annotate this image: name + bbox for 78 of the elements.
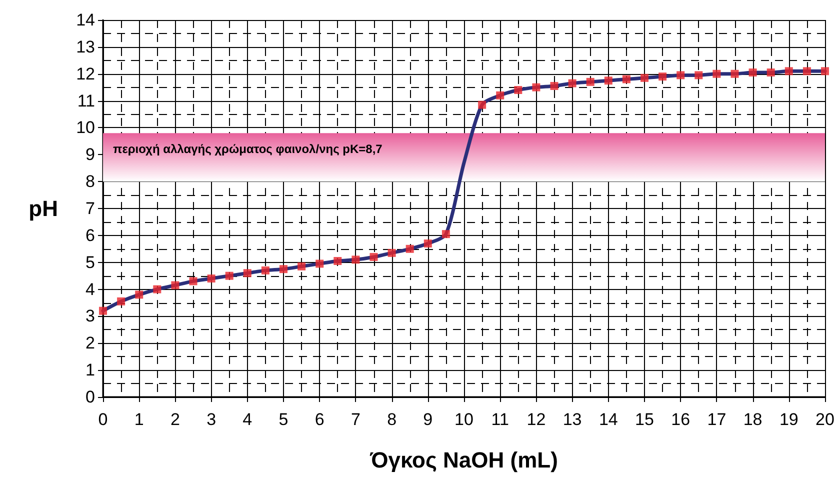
y-axis-title: pH — [28, 196, 58, 221]
y-tick-label: 13 — [76, 37, 95, 56]
point — [730, 70, 739, 78]
point — [261, 266, 270, 274]
point — [316, 260, 324, 268]
y-tick-label: 4 — [86, 280, 95, 299]
point — [135, 290, 144, 299]
x-tick-label: 17 — [707, 410, 726, 429]
y-tick-label: 0 — [86, 388, 95, 406]
point — [225, 272, 234, 280]
y-tick-label: 10 — [76, 118, 95, 138]
point — [640, 74, 648, 82]
x-tick-label: 12 — [526, 410, 546, 429]
x-tick-label: 15 — [635, 410, 654, 429]
point — [442, 230, 450, 238]
y-tick-label: 9 — [86, 145, 95, 164]
x-tick-label: 0 — [98, 410, 108, 429]
point — [117, 297, 126, 306]
x-tick-label: 1 — [134, 410, 144, 429]
point — [622, 75, 630, 84]
y-tick-label: 11 — [77, 91, 95, 110]
point — [153, 285, 162, 294]
point — [712, 70, 721, 78]
point — [694, 71, 703, 80]
x-tick-label: 9 — [423, 410, 433, 429]
point — [604, 76, 612, 85]
y-tick-label: 8 — [86, 172, 95, 192]
point — [424, 240, 432, 248]
y-tick-label: 12 — [76, 64, 95, 84]
point — [550, 82, 558, 90]
y-tick-label: 7 — [86, 199, 95, 218]
point — [821, 67, 829, 76]
x-tick-label: 13 — [562, 410, 582, 429]
point — [586, 78, 594, 86]
point — [532, 83, 540, 92]
x-tick-label: 11 — [491, 410, 509, 429]
y-tick-label: 1 — [86, 360, 95, 380]
point — [496, 91, 504, 100]
x-tick-label: 2 — [170, 410, 180, 429]
point — [802, 67, 811, 76]
point — [280, 265, 288, 274]
point — [658, 72, 667, 81]
y-tick-label: 6 — [86, 226, 95, 245]
y-tick-label: 2 — [86, 334, 95, 353]
point — [766, 68, 775, 77]
point — [370, 252, 378, 261]
x-tick-label: 8 — [387, 410, 397, 429]
x-tick-label: 7 — [350, 410, 360, 429]
point — [748, 68, 757, 77]
x-tick-label: 14 — [598, 410, 618, 429]
point — [514, 86, 522, 94]
point — [406, 244, 414, 253]
point — [207, 274, 216, 283]
point — [478, 100, 486, 109]
point — [676, 71, 685, 80]
point — [784, 67, 793, 76]
y-tick-label: 5 — [86, 252, 95, 272]
x-tick-label: 18 — [743, 410, 762, 429]
point — [568, 79, 576, 88]
x-tick-label: 3 — [206, 410, 216, 429]
y-tick-label: 14 — [76, 10, 95, 30]
point — [334, 257, 342, 266]
y-tick-label: 3 — [86, 306, 95, 326]
point — [171, 281, 180, 290]
x-tick-label: 16 — [671, 410, 690, 429]
x-tick-label: 4 — [242, 410, 252, 429]
point — [388, 248, 396, 257]
x-tick-label: 19 — [779, 410, 798, 429]
point — [352, 256, 360, 264]
point — [298, 262, 306, 270]
band-label: περιοχή αλλαγής χρώματος φαινολ/νης pK=8,7 — [113, 142, 383, 156]
point — [243, 269, 252, 278]
x-tick-label: 5 — [278, 410, 288, 429]
point — [189, 277, 198, 286]
x-tick-label: 20 — [816, 410, 834, 429]
x-tick-label: 6 — [314, 410, 324, 429]
x-tick-label: 10 — [454, 410, 474, 429]
x-axis-title: Όγκος NaOH (mL) — [369, 448, 558, 472]
